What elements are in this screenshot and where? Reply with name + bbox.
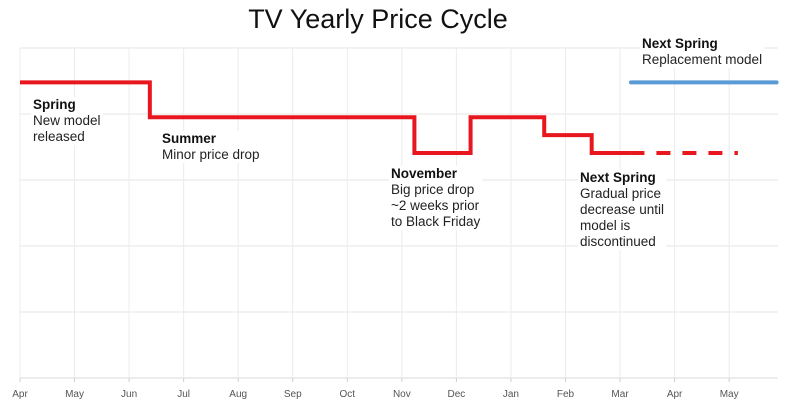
x-tick-label: Jun	[121, 389, 137, 400]
annotation-spring: Spring New model released	[31, 97, 103, 145]
x-tick-label: Dec	[448, 389, 466, 400]
x-tick-label: Aug	[229, 389, 247, 400]
x-tick-label: Nov	[393, 389, 411, 400]
x-tick-label: Oct	[340, 389, 356, 400]
annotation-line: model is	[580, 218, 631, 233]
chart-title: TV Yearly Price Cycle	[248, 4, 508, 34]
annotation-next-spring-replacement: Next Spring Replacement model	[640, 36, 765, 68]
annotation-line: ~2 weeks prior	[391, 198, 480, 213]
annotation-line: Replacement model	[642, 52, 763, 67]
annotation-next-spring-gradual: Next Spring Gradual price decrease until…	[578, 170, 667, 250]
annotation-line: to Black Friday	[391, 214, 481, 229]
annotation-heading: Summer	[162, 131, 217, 146]
annotation-line: New model	[33, 113, 101, 128]
annotation-heading: Next Spring	[642, 36, 718, 51]
annotation-heading: Spring	[33, 97, 76, 112]
annotation-heading: November	[391, 166, 458, 181]
x-tick-label: Apr	[667, 389, 683, 400]
x-tick-label: May	[720, 389, 739, 400]
annotation-heading: Next Spring	[580, 170, 656, 185]
x-tick-label: Jul	[177, 389, 190, 400]
annotation-line: Gradual price	[580, 186, 662, 201]
annotation-line: Big price drop	[391, 182, 475, 197]
annotation-line: decrease until	[580, 202, 665, 217]
x-tick-label: Apr	[12, 389, 28, 400]
annotation-summer: Summer Minor price drop	[160, 131, 262, 163]
annotation-line: released	[33, 129, 85, 144]
x-tick-label: Feb	[557, 389, 575, 400]
annotation-line: Minor price drop	[162, 147, 260, 162]
x-tick-label: May	[65, 389, 84, 400]
x-tick-label: Sep	[284, 389, 302, 400]
x-tick-label: Jan	[503, 389, 519, 400]
annotation-line: discontinued	[580, 234, 656, 249]
series-line-0	[20, 80, 631, 155]
annotation-november: November Big price drop ~2 weeks prior t…	[389, 166, 483, 230]
x-tick-label: Mar	[611, 389, 629, 400]
